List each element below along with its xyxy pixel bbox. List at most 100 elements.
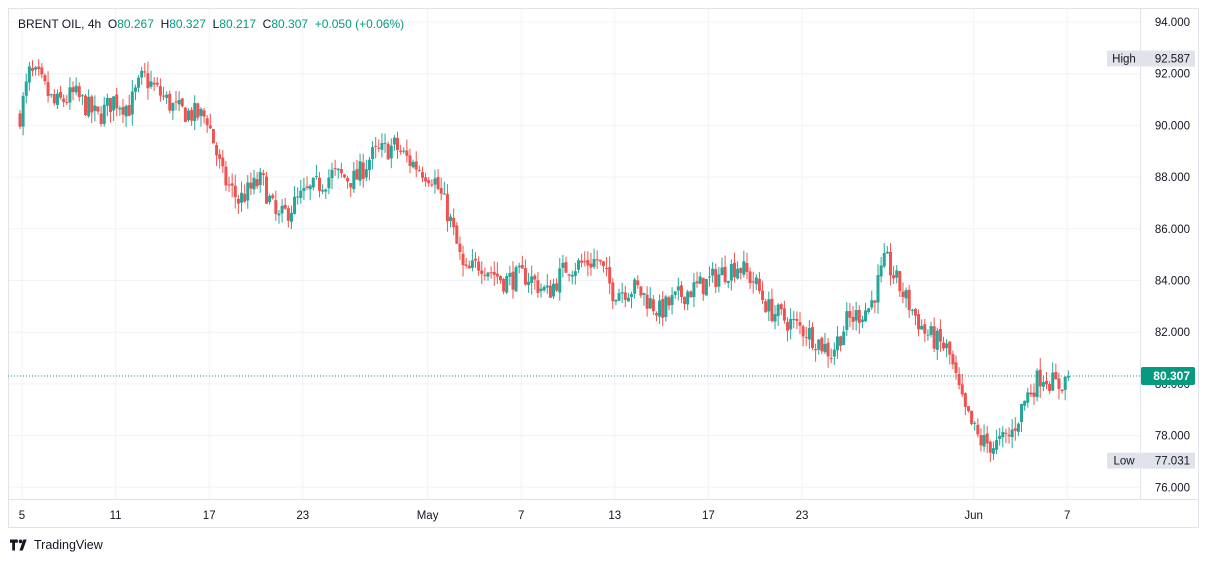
candle-body bbox=[121, 107, 125, 115]
candle-body bbox=[689, 291, 693, 298]
candle-body bbox=[108, 97, 112, 113]
candle-body bbox=[361, 162, 365, 179]
candle-body bbox=[945, 343, 949, 348]
candle-body bbox=[433, 178, 437, 185]
candle-body bbox=[193, 103, 197, 121]
candle-body bbox=[243, 193, 247, 202]
symbol-name[interactable]: BRENT OIL bbox=[18, 17, 82, 31]
candle-body bbox=[489, 272, 493, 274]
candle-body bbox=[77, 86, 81, 98]
candle-body bbox=[786, 322, 790, 331]
time-tick-label: 23 bbox=[296, 510, 309, 522]
low-value: 77.031 bbox=[1155, 456, 1190, 468]
candle-body bbox=[80, 95, 84, 97]
candle-body bbox=[498, 276, 502, 281]
candle-body bbox=[286, 208, 290, 221]
candle-body bbox=[767, 299, 771, 312]
candle-body bbox=[782, 308, 786, 321]
low-value-bg bbox=[1141, 452, 1195, 469]
candle-body bbox=[196, 103, 200, 118]
candle-body bbox=[642, 293, 646, 295]
candle-body bbox=[339, 169, 343, 174]
candle-body bbox=[907, 289, 911, 311]
time-axis[interactable]: 5 11 17 23 May 7 13 17 23 Jun 7 bbox=[19, 510, 1071, 522]
time-tick-label: 11 bbox=[110, 510, 122, 522]
candle-body bbox=[218, 154, 222, 159]
candle-body bbox=[558, 268, 562, 293]
candle-body bbox=[708, 276, 712, 278]
candle-body bbox=[1063, 376, 1067, 390]
candle-body bbox=[305, 186, 309, 188]
candle-body bbox=[882, 253, 886, 267]
candle-body bbox=[576, 260, 580, 270]
candle-body bbox=[667, 297, 671, 306]
candle-body bbox=[561, 262, 565, 268]
candle-body bbox=[698, 276, 702, 284]
candle-body bbox=[367, 159, 371, 171]
candle-body bbox=[742, 261, 746, 275]
candle-body bbox=[857, 309, 861, 323]
price-axis[interactable]: 94.000 92.000 90.000 88.000 86.000 84.000 82.0… bbox=[1155, 17, 1190, 494]
candle-body bbox=[932, 326, 936, 349]
candle-body bbox=[402, 150, 406, 152]
candle-body bbox=[723, 266, 727, 282]
candle-body bbox=[420, 172, 424, 178]
candle-body bbox=[1001, 431, 1005, 438]
candle-body bbox=[336, 168, 340, 171]
candle-body bbox=[205, 118, 209, 126]
candle-body bbox=[355, 169, 359, 180]
candle-body bbox=[352, 170, 356, 190]
candle-body bbox=[683, 296, 687, 305]
candle-body bbox=[530, 276, 534, 283]
candle-body bbox=[1041, 382, 1045, 387]
candle-body bbox=[90, 96, 94, 113]
candle-body bbox=[71, 87, 75, 93]
candle-body bbox=[692, 282, 696, 298]
candle-body bbox=[65, 102, 69, 104]
candle-body bbox=[982, 435, 986, 447]
time-tick-label: 17 bbox=[702, 510, 715, 522]
candle-body bbox=[807, 327, 811, 340]
candle-body bbox=[392, 137, 396, 145]
candle-body bbox=[49, 94, 53, 96]
candle-body bbox=[998, 435, 1002, 439]
candle-body bbox=[371, 147, 375, 160]
candle-body bbox=[439, 187, 443, 194]
candle-body bbox=[633, 279, 637, 294]
candle-body bbox=[149, 81, 153, 87]
open-label: O bbox=[107, 17, 118, 31]
candle-body bbox=[548, 285, 552, 298]
candle-body bbox=[112, 96, 116, 111]
candle-body bbox=[1013, 428, 1017, 431]
candle-body bbox=[948, 341, 952, 355]
candle-body bbox=[202, 110, 206, 117]
candle-body bbox=[779, 304, 783, 310]
candle-body bbox=[43, 75, 47, 82]
candle-body bbox=[820, 337, 824, 352]
candle-body bbox=[411, 162, 415, 168]
candle-body bbox=[567, 274, 571, 276]
candle-body bbox=[386, 143, 390, 160]
candle-body bbox=[658, 300, 662, 317]
candle-body bbox=[74, 85, 78, 93]
close-value: 80.307 bbox=[271, 17, 309, 31]
price-tick-label: 92.000 bbox=[1155, 69, 1190, 81]
interval-label[interactable]: 4h bbox=[87, 17, 102, 31]
candle-body bbox=[224, 166, 228, 186]
candle-body bbox=[233, 185, 237, 198]
candle-body bbox=[190, 109, 194, 121]
time-tick-label: 13 bbox=[608, 510, 621, 522]
candle-body bbox=[1032, 392, 1036, 397]
candle-body bbox=[258, 171, 262, 186]
candle-body bbox=[670, 295, 674, 305]
candle-body bbox=[318, 177, 322, 191]
candle-body bbox=[358, 161, 362, 181]
candle-body bbox=[732, 262, 736, 278]
candle-body bbox=[580, 260, 584, 263]
candle-body bbox=[158, 86, 162, 96]
tradingview-branding[interactable]: TradingView bbox=[10, 538, 103, 552]
candle-body bbox=[34, 67, 38, 70]
candle-body bbox=[208, 125, 212, 129]
candle-body bbox=[249, 182, 253, 189]
